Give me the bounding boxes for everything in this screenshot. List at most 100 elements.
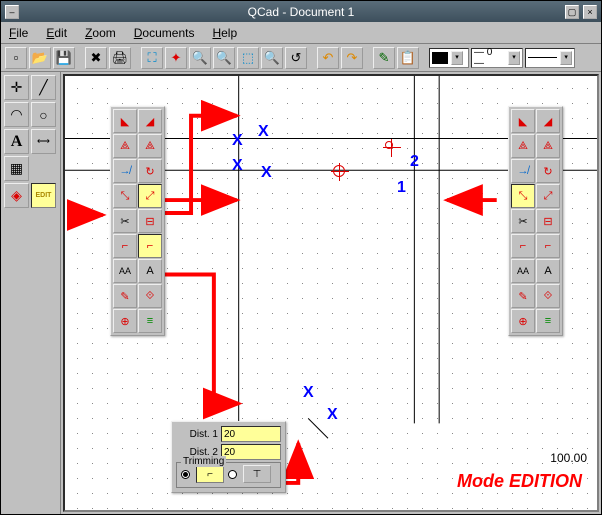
tool-btn[interactable]: ⟐ [138, 284, 162, 308]
text-tool[interactable]: A [4, 129, 29, 154]
menu-help[interactable]: Help [212, 26, 237, 40]
zoom-in-btn[interactable]: ✦ [165, 47, 187, 69]
x-marker: X [232, 157, 243, 175]
open-btn[interactable]: 📂 [29, 47, 51, 69]
hatch-tool[interactable]: ▦ [4, 156, 29, 181]
zoom-pan-btn[interactable]: 🔍 [261, 47, 283, 69]
tool-btn[interactable]: ⊟ [536, 209, 560, 233]
tool-btn[interactable]: ⟐ [536, 284, 560, 308]
tool-btn[interactable]: AA [113, 259, 137, 283]
label-1: 1 [397, 179, 406, 197]
x-marker: X [258, 123, 269, 141]
dist1-label: Dist. 1 [176, 429, 218, 440]
x-marker: X [303, 384, 314, 402]
point-tool[interactable]: ✛ [4, 75, 29, 100]
canvas-container: X X X X X X 1 2 ◣◢ ⟁⟁ ↛↻ ⤡⤢ ✂⊟ ⌐⌐ AAA [61, 72, 601, 514]
trimming-group: Trimming ⌐ ⊤ [176, 462, 281, 488]
x-marker: X [232, 132, 243, 150]
tool-btn[interactable]: ⟁ [113, 134, 137, 158]
system-menu-btn[interactable]: – [5, 5, 19, 19]
tool-btn[interactable]: ↛ [113, 159, 137, 183]
edit-palette-right: ◣◢ ⟁⟁ ↛↻ ⤡⤢ ✂⊟ ⌐⌐ AAA ✎⟐ ⊕≡ [508, 106, 563, 336]
clipboard-btn[interactable]: 📋 [397, 47, 419, 69]
maximize-btn[interactable]: ▢ [565, 5, 579, 19]
edit-tool[interactable]: EDIT [31, 183, 56, 208]
dist2-input[interactable] [221, 444, 281, 460]
color-dropdown[interactable]: ▾ [429, 48, 469, 68]
tool-btn[interactable]: ↻ [536, 159, 560, 183]
zoom-fit-btn[interactable]: 🔍 [213, 47, 235, 69]
label-2: 2 [410, 153, 419, 171]
tool-btn[interactable]: A [536, 259, 560, 283]
tool-btn[interactable]: ◣ [113, 109, 137, 133]
tool-btn[interactable]: ⟁ [536, 134, 560, 158]
menu-edit[interactable]: Edit [46, 26, 67, 40]
menu-zoom[interactable]: Zoom [85, 26, 116, 40]
tool-btn[interactable]: ◢ [138, 109, 162, 133]
zoom-window-btn[interactable]: ⬚ [237, 47, 259, 69]
zoom-prev-btn[interactable]: ↺ [285, 47, 307, 69]
tool-btn[interactable]: ↻ [138, 159, 162, 183]
trim-radio-1[interactable] [181, 470, 190, 479]
zoom-region-btn[interactable]: ⛶ [141, 47, 163, 69]
target-icon [385, 141, 393, 149]
tool-btn[interactable]: ⤢ [138, 184, 162, 208]
tag-btn[interactable]: ✎ [373, 47, 395, 69]
tool-btn[interactable]: ⤢ [536, 184, 560, 208]
tool-btn[interactable]: ⌐ [113, 234, 137, 258]
arc-tool[interactable]: ◠ [4, 102, 29, 127]
trim-opt-2[interactable]: ⊤ [243, 465, 271, 483]
trim-opt-1[interactable]: ⌐ [196, 465, 224, 483]
tool-btn[interactable]: ≡ [138, 309, 162, 333]
tool-btn[interactable]: AA [511, 259, 535, 283]
tool-btn[interactable]: ⟁ [138, 134, 162, 158]
linewidth-dropdown[interactable]: — 0 —▾ [471, 48, 523, 68]
tool-btn[interactable]: ⌐ [138, 234, 162, 258]
tool-btn[interactable]: ⌐ [511, 234, 535, 258]
window-title: QCad - Document 1 [248, 5, 355, 19]
dimension-tool[interactable]: ⟷ [31, 129, 56, 154]
menu-documents[interactable]: Documents [134, 26, 195, 40]
tool-btn[interactable]: ✂ [113, 209, 137, 233]
new-btn[interactable]: ▫ [5, 47, 27, 69]
drawing-canvas[interactable]: X X X X X X 1 2 ◣◢ ⟁⟁ ↛↻ ⤡⤢ ✂⊟ ⌐⌐ AAA [63, 74, 599, 512]
circle-tool[interactable]: ○ [31, 102, 56, 127]
tool-btn[interactable]: ≡ [536, 309, 560, 333]
close-doc-btn[interactable]: ✖ [85, 47, 107, 69]
menu-file[interactable]: File [9, 26, 28, 40]
measure-tool[interactable]: ◈ [4, 183, 29, 208]
tool-btn[interactable]: ◢ [536, 109, 560, 133]
redo-btn[interactable]: ↷ [341, 47, 363, 69]
menubar: File Edit Zoom Documents Help [1, 22, 601, 44]
tool-btn[interactable]: A [138, 259, 162, 283]
linewidth-label: — 0 — [474, 47, 505, 69]
tool-btn[interactable]: ⌐ [536, 234, 560, 258]
linetype-dropdown[interactable]: ▾ [525, 48, 575, 68]
tool-btn[interactable]: ⟁ [511, 134, 535, 158]
undo-btn[interactable]: ↶ [317, 47, 339, 69]
zoom-out-btn[interactable]: 🔍 [189, 47, 211, 69]
x-marker: X [327, 406, 338, 424]
dist1-input[interactable] [221, 426, 281, 442]
print-btn[interactable]: 🖨 [109, 47, 131, 69]
tool-btn[interactable]: ⤡ [113, 184, 137, 208]
x-marker: X [261, 164, 272, 182]
line-tool[interactable]: ╱ [31, 75, 56, 100]
tool-btn[interactable]: ↛ [511, 159, 535, 183]
tool-btn[interactable]: ⊕ [113, 309, 137, 333]
app-window: – QCad - Document 1 ▢ × File Edit Zoom D… [0, 0, 602, 515]
target-icon [333, 165, 345, 177]
left-toolbox: ✛ ╱ ◠ ○ A ⟷ ▦ ◈ EDIT [1, 72, 61, 514]
main-area: ✛ ╱ ◠ ○ A ⟷ ▦ ◈ EDIT [1, 72, 601, 514]
tool-btn[interactable]: ✎ [511, 284, 535, 308]
close-btn[interactable]: × [583, 5, 597, 19]
trim-radio-2[interactable] [228, 470, 237, 479]
save-btn[interactable]: 💾 [53, 47, 75, 69]
tool-btn[interactable]: ◣ [511, 109, 535, 133]
tool-btn[interactable]: ✎ [113, 284, 137, 308]
tool-btn[interactable]: ⤡ [511, 184, 535, 208]
tool-btn[interactable]: ✂ [511, 209, 535, 233]
tool-btn[interactable]: ⊟ [138, 209, 162, 233]
tool-btn[interactable]: ⊕ [511, 309, 535, 333]
mode-label: Mode EDITION [457, 471, 582, 492]
